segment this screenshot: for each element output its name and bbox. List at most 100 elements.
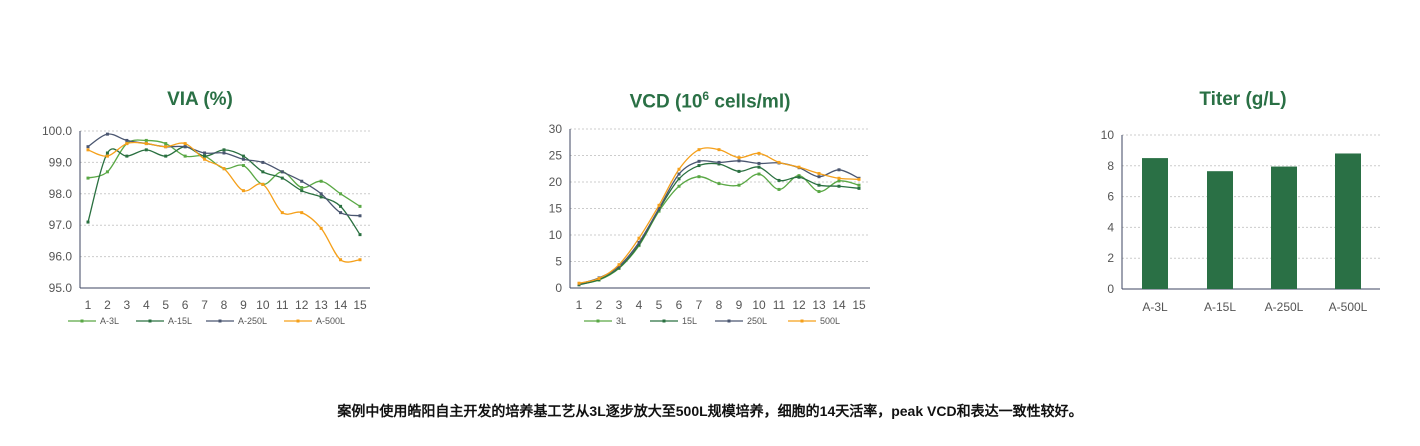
via-data-point-A-500L: [125, 142, 129, 146]
vcd-data-point-500L: [737, 156, 741, 160]
vcd-x-tick-label: 7: [696, 298, 703, 312]
titer-y-tick-label: 0: [1107, 282, 1114, 296]
via-data-point-A-500L: [203, 157, 207, 161]
via-x-tick-label: 8: [221, 298, 228, 312]
via-data-point-A-500L: [183, 142, 187, 146]
via-x-tick-label: 14: [334, 298, 348, 312]
via-data-point-A-3L: [241, 164, 245, 168]
via-data-point-A-250L: [203, 151, 207, 155]
titer-y-tick-label: 2: [1107, 251, 1114, 265]
vcd-data-point-250L: [697, 159, 701, 163]
titer-x-tick-label: A-250L: [1265, 300, 1304, 314]
via-data-point-A-3L: [105, 170, 109, 174]
via-y-tick-label: 100.0: [42, 124, 72, 138]
vcd-data-point-3L: [757, 172, 761, 176]
vcd-legend-label: 500L: [820, 316, 840, 326]
vcd-y-tick-label: 20: [549, 175, 563, 189]
vcd-y-tick-label: 5: [555, 255, 562, 269]
vcd-data-point-3L: [797, 174, 801, 178]
via-series-line-A-500L: [87, 141, 361, 263]
vcd-x-tick-label: 10: [752, 298, 766, 312]
via-data-point-A-3L: [300, 186, 304, 190]
vcd-data-point-15L: [777, 178, 781, 182]
titer-bar-A-250L: [1271, 166, 1297, 289]
via-data-point-A-500L: [280, 211, 284, 215]
vcd-x-tick-label: 1: [576, 298, 583, 312]
vcd-chart-title: VCD (106 cells/ml): [560, 89, 860, 113]
vcd-y-tick-label: 25: [549, 149, 563, 163]
vcd-data-point-500L: [857, 177, 861, 181]
vcd-data-point-500L: [717, 148, 721, 152]
via-x-tick-label: 10: [256, 298, 270, 312]
titer-y-tick-label: 8: [1107, 159, 1114, 173]
via-data-point-A-3L: [319, 179, 323, 183]
via-legend-marker-A-500L: [296, 319, 300, 323]
titer-bar-A-15L: [1207, 171, 1233, 289]
via-data-point-A-3L: [358, 204, 362, 208]
vcd-data-point-3L: [697, 175, 701, 179]
titer-bar-A-500L: [1335, 153, 1361, 289]
vcd-legend-label: 3L: [616, 316, 626, 326]
vcd-x-tick-label: 14: [832, 298, 846, 312]
via-data-point-A-250L: [300, 179, 304, 183]
via-data-point-A-15L: [222, 148, 226, 152]
vcd-data-point-3L: [857, 183, 861, 187]
titer-chart-title: Titer (g/L): [1199, 89, 1287, 110]
vcd-data-point-250L: [817, 175, 821, 179]
vcd-data-point-15L: [757, 165, 761, 169]
vcd-data-point-250L: [677, 172, 681, 176]
via-data-point-A-3L: [183, 154, 187, 158]
via-x-tick-label: 6: [182, 298, 189, 312]
vcd-data-point-500L: [637, 236, 641, 240]
vcd-data-point-15L: [697, 164, 701, 168]
vcd-data-point-15L: [637, 243, 641, 247]
vcd-x-tick-label: 4: [636, 298, 643, 312]
via-data-point-A-250L: [183, 145, 187, 149]
titer-x-tick-label: A-3L: [1142, 300, 1168, 314]
vcd-data-point-15L: [797, 175, 801, 179]
vcd-data-point-500L: [617, 263, 621, 267]
titer-bar-A-3L: [1142, 158, 1168, 289]
via-data-point-A-500L: [241, 189, 245, 193]
via-data-point-A-3L: [144, 138, 148, 142]
vcd-data-point-3L: [817, 190, 821, 194]
vcd-data-point-500L: [577, 281, 581, 285]
vcd-x-tick-label: 8: [716, 298, 723, 312]
via-data-point-A-3L: [164, 142, 168, 146]
vcd-data-point-250L: [617, 264, 621, 268]
vcd-data-point-3L: [837, 179, 841, 183]
vcd-x-tick-label: 11: [773, 298, 786, 312]
vcd-data-point-250L: [737, 159, 741, 163]
vcd-data-point-500L: [697, 148, 701, 152]
via-data-point-A-500L: [261, 182, 265, 186]
via-data-point-A-15L: [144, 148, 148, 152]
via-data-point-A-500L: [86, 148, 90, 152]
via-data-point-A-15L: [125, 154, 129, 158]
vcd-y-tick-label: 10: [549, 228, 563, 242]
via-legend-marker-A-3L: [80, 319, 84, 323]
via-y-tick-label: 95.0: [49, 281, 73, 295]
vcd-data-point-3L: [737, 183, 741, 187]
vcd-data-point-15L: [717, 162, 721, 166]
via-data-point-A-15L: [339, 204, 343, 208]
via-legend-label: A-500L: [316, 316, 345, 326]
vcd-data-point-500L: [597, 276, 601, 280]
via-data-point-A-500L: [144, 142, 148, 146]
vcd-title-end: cells/ml): [709, 91, 791, 113]
vcd-data-point-250L: [717, 160, 721, 164]
vcd-data-point-500L: [837, 176, 841, 180]
vcd-title-main: VCD (10: [629, 91, 703, 113]
via-data-point-A-15L: [105, 151, 109, 155]
vcd-data-point-3L: [717, 182, 721, 186]
via-data-point-A-500L: [164, 145, 168, 149]
vcd-data-point-15L: [817, 183, 821, 187]
vcd-y-tick-label: 30: [549, 122, 563, 136]
vcd-data-point-500L: [797, 165, 801, 169]
vcd-x-tick-label: 12: [792, 298, 806, 312]
via-x-tick-label: 2: [104, 298, 111, 312]
via-data-point-A-15L: [86, 220, 90, 224]
via-data-point-A-15L: [203, 154, 207, 158]
vcd-data-point-3L: [777, 187, 781, 191]
via-x-tick-label: 12: [295, 298, 309, 312]
vcd-x-tick-label: 6: [676, 298, 683, 312]
